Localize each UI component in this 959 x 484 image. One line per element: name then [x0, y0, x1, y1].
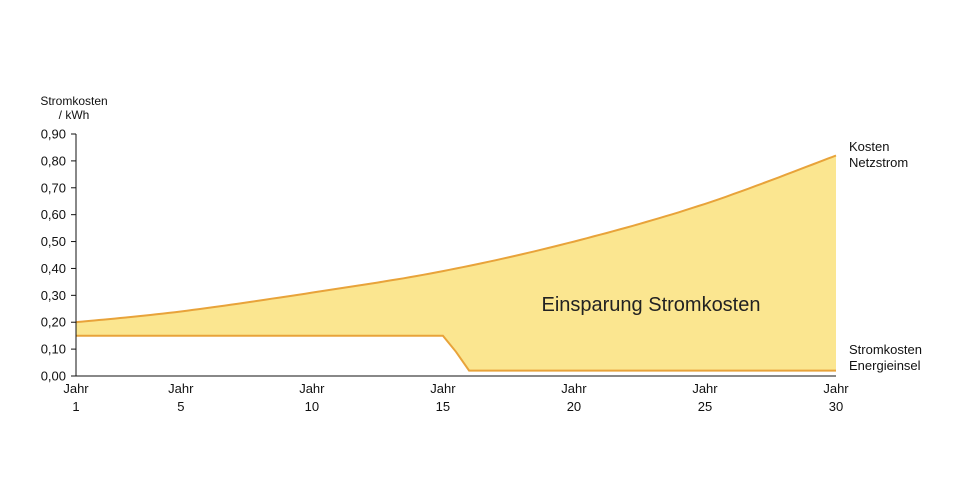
- series-line-kosten-netzstrom: [75, 154, 837, 324]
- savings-area: [76, 155, 836, 371]
- y-tick-label: 0,70: [41, 180, 66, 195]
- label-kosten-netzstrom-line-1: Kosten: [849, 139, 889, 154]
- y-tick-label: 0,00: [41, 369, 66, 384]
- x-tick-label-line-2: 30: [829, 399, 843, 414]
- label-kosten-netzstrom: Kosten Netzstrom: [849, 139, 908, 170]
- x-tick-label-line-1: Jahr: [823, 381, 849, 396]
- y-tick-label: 0,10: [41, 342, 66, 357]
- label-stromkosten-energieinsel-line-2: Energieinsel: [849, 358, 921, 373]
- x-ticks: Jahr 1 Jahr 5 Jahr 10 Jahr 15 Jahr 20 Jahr 25 Jahr 30: [63, 381, 849, 414]
- x-tick-label-line-2: 15: [436, 399, 450, 414]
- label-kosten-netzstrom-line-2: Netzstrom: [849, 155, 908, 170]
- y-axis-label-line-1: Stromkosten: [40, 94, 107, 108]
- savings-annotation: Einsparung Stromkosten: [541, 294, 760, 316]
- label-stromkosten-energieinsel: Stromkosten Energieinsel: [849, 342, 922, 373]
- x-tick-label-line-1: Jahr: [692, 381, 718, 396]
- x-tick-label-line-1: Jahr: [168, 381, 194, 396]
- y-tick-label: 0,60: [41, 207, 66, 222]
- y-tick-label: 0,50: [41, 234, 66, 249]
- y-axis-label: Stromkosten / kWh: [40, 94, 107, 122]
- y-tick-label: 0,30: [41, 288, 66, 303]
- y-tick-label: 0,20: [41, 315, 66, 330]
- x-tick-label-line-1: Jahr: [430, 381, 456, 396]
- x-tick-label-line-1: Jahr: [63, 381, 89, 396]
- y-tick-label: 0,40: [41, 261, 66, 276]
- series-line-stromkosten-energieinsel: [76, 334, 836, 372]
- x-tick-label-line-1: Jahr: [299, 381, 325, 396]
- y-ticks: 0,00 0,10 0,20 0,30 0,40 0,50 0,60 0,70 0,80 0,90: [41, 127, 76, 384]
- x-tick-label-line-2: 20: [567, 399, 581, 414]
- x-tick-label-line-2: 1: [72, 399, 79, 414]
- y-tick-label: 0,90: [41, 127, 66, 142]
- label-stromkosten-energieinsel-line-1: Stromkosten: [849, 342, 922, 357]
- x-tick-label-line-1: Jahr: [561, 381, 587, 396]
- y-axis-label-line-2: / kWh: [59, 108, 90, 122]
- x-tick-label-line-2: 10: [305, 399, 319, 414]
- x-tick-label-line-2: 5: [177, 399, 184, 414]
- x-tick-label-line-2: 25: [698, 399, 712, 414]
- y-tick-label: 0,80: [41, 153, 66, 168]
